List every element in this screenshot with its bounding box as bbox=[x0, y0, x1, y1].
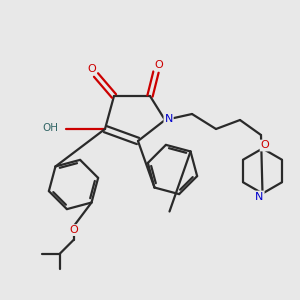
Text: O: O bbox=[154, 60, 164, 70]
Text: OH: OH bbox=[43, 123, 58, 133]
Text: N: N bbox=[164, 114, 173, 124]
Text: N: N bbox=[255, 191, 264, 202]
Text: O: O bbox=[260, 140, 269, 151]
Text: O: O bbox=[87, 64, 96, 74]
Text: O: O bbox=[69, 225, 78, 235]
